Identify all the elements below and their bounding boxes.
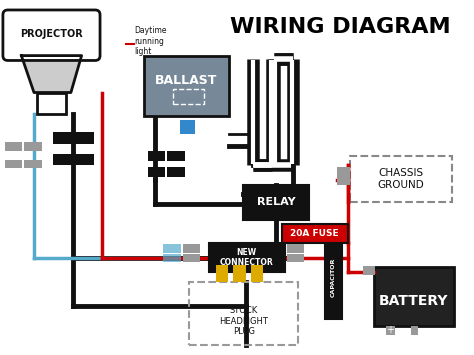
Bar	[144, 56, 229, 116]
Text: NEW
CONNECTOR: NEW CONNECTOR	[220, 248, 273, 267]
Bar	[167, 167, 184, 177]
Text: +: +	[386, 326, 394, 335]
Bar	[233, 266, 246, 282]
Bar	[350, 155, 452, 202]
Bar	[363, 266, 375, 275]
Bar	[75, 154, 94, 165]
Bar	[54, 132, 73, 144]
Text: 20A FUSE: 20A FUSE	[291, 229, 339, 238]
Bar	[5, 142, 22, 151]
Bar	[24, 159, 42, 168]
Bar	[173, 89, 204, 104]
Bar	[286, 254, 304, 262]
Bar	[337, 176, 350, 185]
Text: PROJECTOR: PROJECTOR	[20, 29, 83, 39]
Bar	[54, 154, 73, 165]
FancyBboxPatch shape	[3, 10, 100, 60]
Text: BALLAST: BALLAST	[155, 74, 218, 87]
Bar	[286, 244, 304, 253]
Bar	[411, 326, 418, 335]
Text: STOCK
HEADLIGHT
PLUG: STOCK HEADLIGHT PLUG	[219, 306, 268, 336]
Bar	[37, 93, 66, 114]
Bar	[282, 224, 348, 243]
Text: RELAY: RELAY	[256, 197, 295, 207]
Bar	[325, 236, 342, 319]
Text: BATTERY: BATTERY	[379, 294, 448, 308]
Bar	[182, 254, 200, 262]
Bar	[182, 244, 200, 253]
Bar	[163, 244, 181, 253]
Bar	[180, 120, 195, 134]
Bar	[216, 266, 228, 282]
Bar	[337, 167, 350, 176]
Bar	[190, 282, 298, 345]
Bar	[251, 266, 263, 282]
Text: CHASSIS
GROUND: CHASSIS GROUND	[377, 168, 424, 190]
Bar	[167, 151, 184, 160]
Bar	[243, 185, 309, 220]
Text: Daytime
running
light: Daytime running light	[134, 27, 166, 56]
Bar	[147, 151, 165, 160]
Text: CAPACITOR: CAPACITOR	[331, 258, 336, 297]
Bar	[374, 267, 454, 326]
Bar	[385, 326, 395, 335]
Bar	[163, 254, 181, 262]
Bar	[147, 167, 165, 177]
Polygon shape	[21, 56, 82, 93]
Bar	[24, 142, 42, 151]
Text: WIRING DIAGRAM: WIRING DIAGRAM	[229, 17, 450, 37]
Bar	[75, 132, 94, 144]
Bar	[209, 243, 284, 272]
Bar	[5, 159, 22, 168]
